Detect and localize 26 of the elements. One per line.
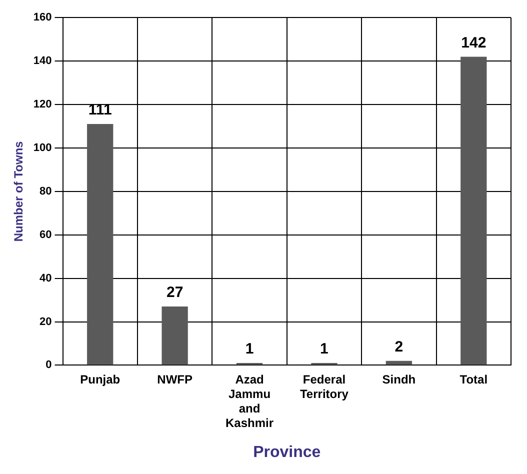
y-tick-label: 80 — [40, 185, 52, 198]
x-tick-label: Total — [460, 372, 488, 387]
bar — [87, 124, 114, 365]
data-label: 27 — [166, 284, 184, 302]
y-tick-label: 40 — [40, 272, 52, 284]
x-tick-label: NWFP — [157, 372, 192, 387]
y-tick-label: 140 — [33, 55, 52, 68]
x-tick-label: Azad Jammu and Kashmir — [226, 372, 274, 430]
x-tick-label: Punjab — [80, 372, 120, 387]
y-tick-label: 60 — [40, 228, 52, 241]
x-tick-label: Federal Territory — [300, 372, 349, 402]
x-axis-title: Province — [253, 444, 321, 461]
y-tick-label: 160 — [33, 12, 52, 24]
data-label: 1 — [320, 340, 328, 358]
bar — [162, 306, 188, 365]
data-label: 142 — [461, 34, 486, 52]
y-tick-label: 0 — [46, 359, 52, 372]
data-label: 2 — [394, 338, 404, 356]
y-tick-label: 120 — [33, 98, 52, 111]
y-axis-title: Number of Towns — [12, 140, 26, 242]
x-tick-label: Sindh — [382, 372, 416, 387]
data-label: 1 — [245, 340, 254, 358]
bar — [460, 56, 487, 365]
bar — [386, 360, 412, 365]
y-tick-label: 100 — [33, 142, 52, 154]
y-tick-label: 20 — [40, 316, 52, 328]
